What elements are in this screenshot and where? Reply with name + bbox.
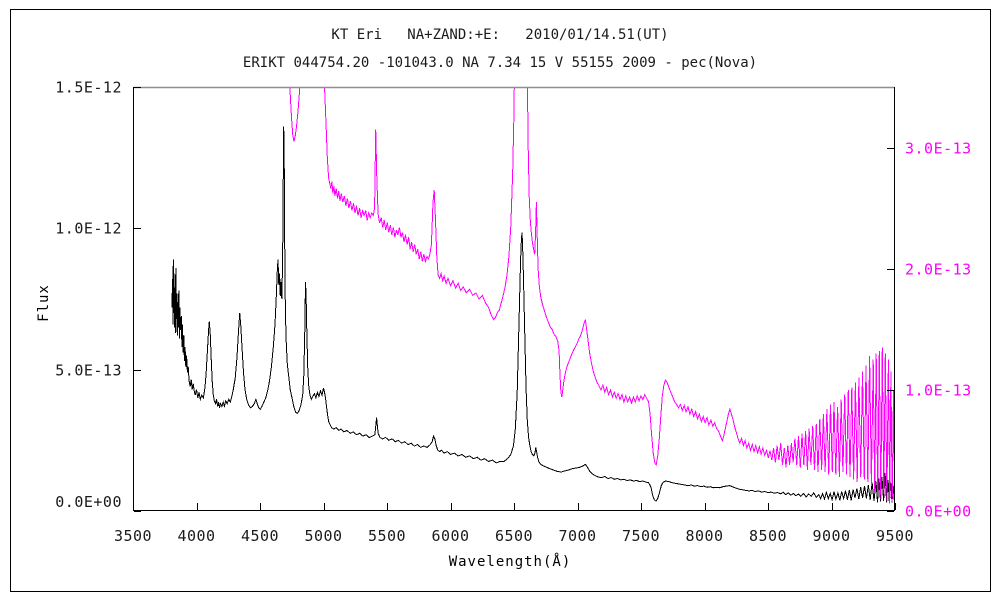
x-tick-label: 8500 [749,527,787,545]
x-tick-label: 3500 [114,527,152,545]
y-left-tick-label: 1.0E-12 [55,220,122,238]
y-right-tick-label: 3.0E-13 [905,140,972,158]
y-right-tick-label: 1.0E-13 [905,382,972,400]
x-tick-label: 8000 [685,527,723,545]
x-tick-label: 6500 [495,527,533,545]
x-tick-label: 7000 [558,527,596,545]
y-left-tick-label: 5.0E-13 [55,362,122,380]
outer-border [10,9,991,592]
y-right-tick-label: 2.0E-13 [905,261,972,279]
x-tick-label: 7500 [622,527,660,545]
spectrum-line-magenta [289,88,895,504]
chart-title-line1: KT Eri NA+ZAND:+E: 2010/01/14.51(UT) [331,27,669,43]
x-tick-label: 5500 [368,527,406,545]
x-tick-label: 6000 [431,527,469,545]
x-tick-label: 9000 [812,527,850,545]
y-left-tick-label: 1.5E-12 [55,79,122,97]
chart-title-line2: ERIKT 044754.20 -101043.0 NA 7.34 15 V 5… [242,55,758,71]
x-tick-label: 9500 [876,527,914,545]
x-tick-label: 4000 [177,527,215,545]
x-axis-label-wavelength: Wavelength(Å) [448,554,572,570]
x-tick-label: 5000 [304,527,342,545]
x-tick-label: 4500 [241,527,279,545]
y-left-tick-label: 0.0E+00 [55,493,122,511]
y-right-tick-label: 0.0E+00 [905,503,972,521]
spectrum-line-black [171,126,895,504]
